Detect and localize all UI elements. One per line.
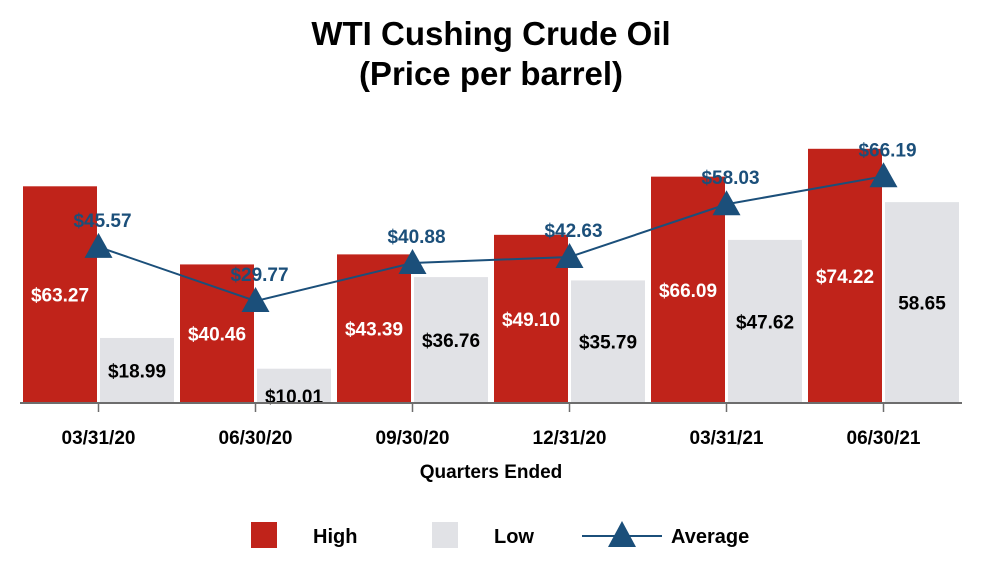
legend-label-high: High — [313, 526, 357, 548]
data-label-low: $35.79 — [579, 333, 637, 354]
x-tick-label: 09/30/20 — [376, 428, 450, 449]
bar-high — [651, 176, 725, 403]
data-label-high: $43.39 — [345, 320, 403, 341]
data-label-high: $49.10 — [502, 310, 560, 331]
x-tick-label: 03/31/20 — [62, 428, 136, 449]
average-marker — [869, 162, 898, 188]
bar-low — [414, 277, 488, 403]
data-label-average: $40.88 — [387, 227, 445, 248]
bar-high — [808, 148, 882, 403]
average-marker — [84, 232, 113, 258]
data-label-high: $40.46 — [188, 325, 246, 346]
legend-label-average: Average — [671, 526, 749, 548]
data-label-low: $10.01 — [265, 387, 324, 408]
x-tick-label: 03/31/21 — [690, 428, 764, 449]
data-label-average: $29.77 — [230, 265, 288, 286]
bar-low — [728, 239, 802, 403]
legend-label-low: Low — [494, 526, 534, 548]
average-marker — [241, 287, 270, 313]
data-label-high: $66.09 — [659, 281, 717, 302]
chart-title-line-1: WTI Cushing Crude Oil — [311, 15, 671, 52]
bar-low — [885, 202, 959, 403]
average-line-group: $45.57 $29.77 $40.88 $42.63 $58.03 $66.19 — [73, 140, 917, 313]
x-axis-title: Quarters Ended — [420, 462, 563, 483]
legend: High Low Average — [251, 521, 749, 548]
x-axis: 03/31/20 06/30/20 09/30/20 12/31/20 03/31/21… — [20, 402, 962, 483]
x-tick-label: 06/30/21 — [847, 428, 921, 449]
bars-group: $63.27 $18.99 $40.46 $10.01 $43.39 $36.76 $49.… — [23, 148, 959, 408]
x-tick-label: 12/31/20 — [533, 428, 607, 449]
legend-swatch-low — [432, 522, 458, 548]
chart-title-line-2: (Price per barrel) — [358, 55, 624, 92]
data-label-low: $47.62 — [736, 312, 794, 333]
data-label-average: $42.63 — [544, 221, 602, 242]
bar-low — [100, 337, 174, 403]
legend-swatch-high — [251, 522, 277, 548]
data-label-low: $18.99 — [108, 361, 166, 382]
chart-title: WTI Cushing Crude Oil (Price per barrel) — [0, 14, 982, 94]
average-marker — [712, 190, 741, 216]
bar-low — [571, 280, 645, 403]
bar-high — [494, 234, 568, 403]
x-tick-label: 06/30/20 — [219, 428, 293, 449]
average-marker — [555, 242, 584, 268]
average-marker — [398, 248, 427, 274]
data-label-high: $74.22 — [816, 267, 874, 288]
data-label-low: 58.65 — [898, 294, 946, 315]
bar-high — [23, 186, 97, 403]
legend-marker-average — [608, 521, 636, 547]
average-line — [98, 175, 884, 303]
data-label-average: $58.03 — [701, 168, 759, 189]
data-label-low: $36.76 — [422, 331, 480, 352]
data-label-average: $45.57 — [73, 211, 131, 232]
bar-low — [257, 368, 331, 403]
data-label-average: $66.19 — [858, 140, 916, 161]
data-label-high: $63.27 — [31, 286, 89, 307]
